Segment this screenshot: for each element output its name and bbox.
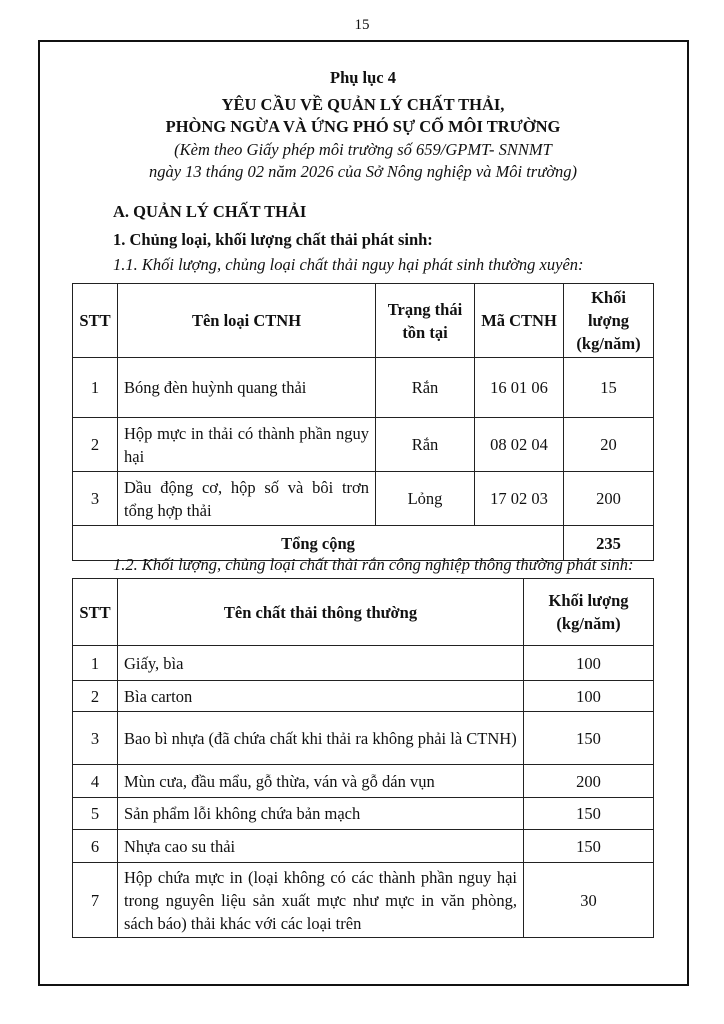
cell-code: 16 01 06 [474, 357, 564, 418]
table-row: 2 Bìa carton 100 [72, 680, 654, 712]
section-a-heading: A. QUẢN LÝ CHẤT THẢI [113, 202, 307, 221]
cell-stt: 5 [72, 797, 118, 830]
header-name: Tên chất thải thông thường [117, 578, 524, 646]
header-name: Tên loại CTNH [117, 283, 376, 358]
section-1-2-heading: 1.2. Khối lượng, chủng loại chất thải rắ… [113, 555, 634, 574]
title-line-1: YÊU CẦU VỀ QUẢN LÝ CHẤT THẢI, [221, 95, 505, 114]
page-border [38, 40, 689, 986]
table-row: 5 Sản phẩm lỗi không chứa bản mạch 150 [72, 797, 654, 830]
table-row: 1 Bóng đèn huỳnh quang thải Rắn 16 01 06… [72, 357, 654, 418]
header-stt: STT [72, 578, 118, 646]
cell-stt: 4 [72, 764, 118, 798]
cell-amount: 20 [563, 417, 654, 472]
header-amount: Khối lượng (kg/năm) [563, 283, 654, 358]
table-row: 3 Bao bì nhựa (đã chứa chất khi thải ra … [72, 711, 654, 765]
cell-name: Giấy, bìa [117, 645, 524, 681]
cell-name: Hộp mực in thải có thành phần nguy hại [117, 417, 376, 472]
cell-stt: 1 [72, 357, 118, 418]
cell-name: Sản phẩm lỗi không chứa bản mạch [117, 797, 524, 830]
cell-stt: 7 [72, 862, 118, 938]
page-number: 15 [354, 17, 370, 33]
cell-stt: 3 [72, 711, 118, 765]
section-1-heading: 1. Chủng loại, khối lượng chất thải phát… [113, 230, 433, 249]
cell-name: Mùn cưa, đầu mẩu, gỗ thừa, ván và gỗ dán… [117, 764, 524, 798]
cell-stt: 6 [72, 829, 118, 863]
table-row: 2 Hộp mực in thải có thành phần nguy hại… [72, 417, 654, 472]
cell-name: Dầu động cơ, hộp số và bôi trơn tổng hợp… [117, 471, 376, 526]
subtitle-line-1: (Kèm theo Giấy phép môi trường số 659/GP… [174, 140, 552, 159]
cell-amount: 150 [523, 711, 654, 765]
cell-amount: 100 [523, 680, 654, 712]
cell-name: Hộp chứa mực in (loại không có các thành… [117, 862, 524, 938]
table-header-row: STT Tên loại CTNH Trạng thái tồn tại Mã … [72, 283, 654, 358]
appendix-label: Phụ lục 4 [329, 68, 397, 87]
header-code: Mã CTNH [474, 283, 564, 358]
title-line-2: PHÒNG NGỪA VÀ ỨNG PHÓ SỰ CỐ MÔI TRƯỜNG [165, 117, 561, 136]
cell-amount: 150 [523, 797, 654, 830]
table-row: 7 Hộp chứa mực in (loại không có các thà… [72, 862, 654, 938]
table-row: 6 Nhựa cao su thải 150 [72, 829, 654, 863]
total-label: Tổng cộng [72, 525, 564, 561]
table-row: 3 Dầu động cơ, hộp số và bôi trơn tổng h… [72, 471, 654, 526]
cell-amount: 200 [563, 471, 654, 526]
cell-name: Bao bì nhựa (đã chứa chất khi thải ra kh… [117, 711, 524, 765]
total-row: Tổng cộng 235 [72, 525, 654, 561]
cell-name: Nhựa cao su thải [117, 829, 524, 863]
cell-code: 17 02 03 [474, 471, 564, 526]
cell-amount: 150 [523, 829, 654, 863]
cell-amount: 30 [523, 862, 654, 938]
table-header-row: STT Tên chất thải thông thường Khối lượn… [72, 578, 654, 646]
table-row: 1 Giấy, bìa 100 [72, 645, 654, 681]
total-value: 235 [563, 525, 654, 561]
cell-amount: 200 [523, 764, 654, 798]
ordinary-waste-table: STT Tên chất thải thông thường Khối lượn… [72, 578, 654, 938]
cell-name: Bìa carton [117, 680, 524, 712]
cell-stt: 1 [72, 645, 118, 681]
header-stt: STT [72, 283, 118, 358]
cell-stt: 2 [72, 680, 118, 712]
header-state: Trạng thái tồn tại [375, 283, 475, 358]
cell-code: 08 02 04 [474, 417, 564, 472]
header-amount: Khối lượng (kg/năm) [523, 578, 654, 646]
cell-amount: 15 [563, 357, 654, 418]
cell-stt: 2 [72, 417, 118, 472]
cell-state: Rắn [375, 417, 475, 472]
cell-amount: 100 [523, 645, 654, 681]
hazardous-waste-table: STT Tên loại CTNH Trạng thái tồn tại Mã … [72, 283, 654, 561]
cell-state: Lỏng [375, 471, 475, 526]
cell-stt: 3 [72, 471, 118, 526]
cell-state: Rắn [375, 357, 475, 418]
subtitle-line-2: ngày 13 tháng 02 năm 2026 của Sở Nông ng… [148, 162, 578, 181]
table-row: 4 Mùn cưa, đầu mẩu, gỗ thừa, ván và gỗ d… [72, 764, 654, 798]
cell-name: Bóng đèn huỳnh quang thải [117, 357, 376, 418]
section-1-1-heading: 1.1. Khối lượng, chủng loại chất thải ng… [113, 255, 584, 274]
